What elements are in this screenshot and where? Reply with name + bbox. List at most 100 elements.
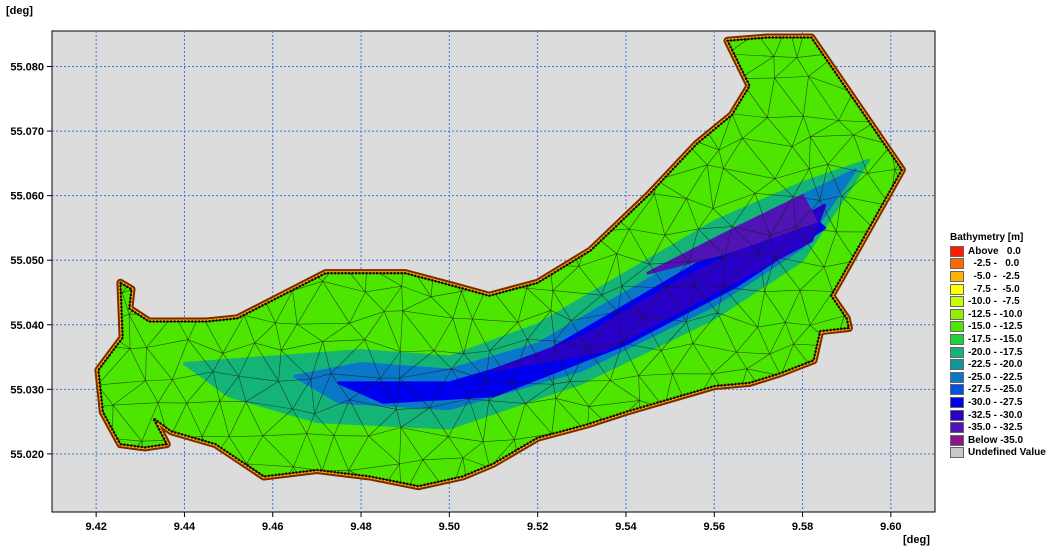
legend-label: -5.0 - -2.5 [968,271,1020,282]
mesh-edge [463,0,502,4]
mesh-edge [469,4,502,32]
mesh-edge [377,0,385,24]
mesh-edge [26,51,50,62]
mesh-edge [865,0,905,4]
mesh-edge [212,27,241,29]
legend-entry: -22.5 - -20.0 [950,358,1050,371]
mesh-edge [673,0,674,33]
mesh-edge [91,0,117,1]
mesh-edge [139,0,159,22]
legend-entry: -30.0 - -27.5 [950,396,1050,409]
legend-swatch [950,321,964,332]
x-tick-label: 9.56 [704,521,725,533]
mesh-edge [345,2,366,22]
mesh-edge [723,0,757,33]
x-tick-label: 9.54 [615,521,637,533]
mesh-edge [616,0,629,20]
legend-label: Undefined Value [968,447,1046,458]
mesh-edge [212,0,228,29]
legend: Bathymetry [m] Above 0.0 -2.5 - 0.0 -5.0… [950,232,1050,459]
mesh-edge [20,297,33,321]
legend-entry: -15.0 - -12.5 [950,321,1050,334]
mesh-edge [905,4,924,26]
legend-swatch [950,246,964,257]
legend-label: -22.5 - -20.0 [968,359,1022,370]
legend-swatch [950,372,964,383]
legend-entry: -27.5 - -25.0 [950,384,1050,397]
legend-swatch [950,435,964,446]
mesh-edge [36,237,47,254]
legend-swatch [950,309,964,320]
mesh-edge [502,19,538,25]
mesh-edge [945,84,947,122]
mesh-edge [463,0,469,32]
legend-entry: Above 0.0 [950,245,1050,258]
legend-entry: Undefined Value [950,447,1050,460]
mesh-edge [865,0,887,22]
legend-label: -12.5 - -10.0 [968,309,1022,320]
mesh-edge [938,199,960,234]
mesh-edge [589,20,616,21]
mesh-edge [273,0,294,29]
mesh-edge [345,22,377,24]
mesh-edge [294,0,316,24]
mesh-edge [406,0,435,24]
legend-swatch [950,296,964,307]
legend-entry: -25.0 - -22.5 [950,371,1050,384]
y-tick-label: 55.050 [10,255,44,267]
mesh-edge [8,0,48,4]
mesh-edge [66,0,90,25]
mesh-edge [502,0,525,25]
y-tick-label: 55.060 [10,191,44,203]
mesh-edge [449,0,463,33]
legend-label: -17.5 - -15.0 [968,334,1022,345]
legend-label: Below -35.0 [968,435,1023,446]
x-tick-label: 9.52 [527,521,548,533]
mesh-edge [788,0,798,22]
mesh-edge [117,0,160,1]
legend-label: -7.5 - -5.0 [968,284,1020,295]
mesh-edge [703,0,723,3]
mesh-edge [27,173,54,177]
mesh-edge [842,0,865,18]
mesh-edge [253,1,273,30]
mesh-edge [569,0,589,21]
mesh-edge [767,0,788,22]
mesh-edge [316,22,345,24]
legend-swatch [950,271,964,282]
legend-label: -27.5 - -25.0 [968,384,1022,395]
mesh-edge [798,0,807,22]
mesh-edge [100,22,140,27]
mesh-edge [32,343,45,386]
mesh-edge [616,20,646,28]
legend-swatch [950,258,964,269]
mesh-edge [842,18,887,22]
mesh-edge [316,0,328,24]
mesh-edge [33,23,49,63]
mesh-edge [367,2,377,23]
legend-label: -32.5 - -30.0 [968,410,1022,421]
mesh-edge [589,0,616,20]
mesh-edge [18,465,55,467]
legend-swatch [950,347,964,358]
mesh-edge [18,466,33,496]
legend-label: Above 0.0 [968,246,1021,257]
mesh-edge [674,3,703,33]
legend-entry: -10.0 - -7.5 [950,295,1050,308]
mesh-edge [538,0,569,19]
mesh-edge [703,3,723,32]
mesh-edge [377,24,406,25]
mesh-edge [20,281,48,297]
mesh-edge [942,500,946,523]
legend-swatch [950,410,964,421]
legend-label: -20.0 - -17.5 [968,347,1022,358]
legend-entry: -20.0 - -17.5 [950,346,1050,359]
mesh-edge [673,0,703,3]
mesh-edge [228,0,241,27]
mesh-edge [33,23,66,25]
mesh-edge [538,19,589,21]
legend-entry: -17.5 - -15.0 [950,333,1050,346]
mesh-edge [33,281,48,320]
legend-entry: -2.5 - 0.0 [950,258,1050,271]
